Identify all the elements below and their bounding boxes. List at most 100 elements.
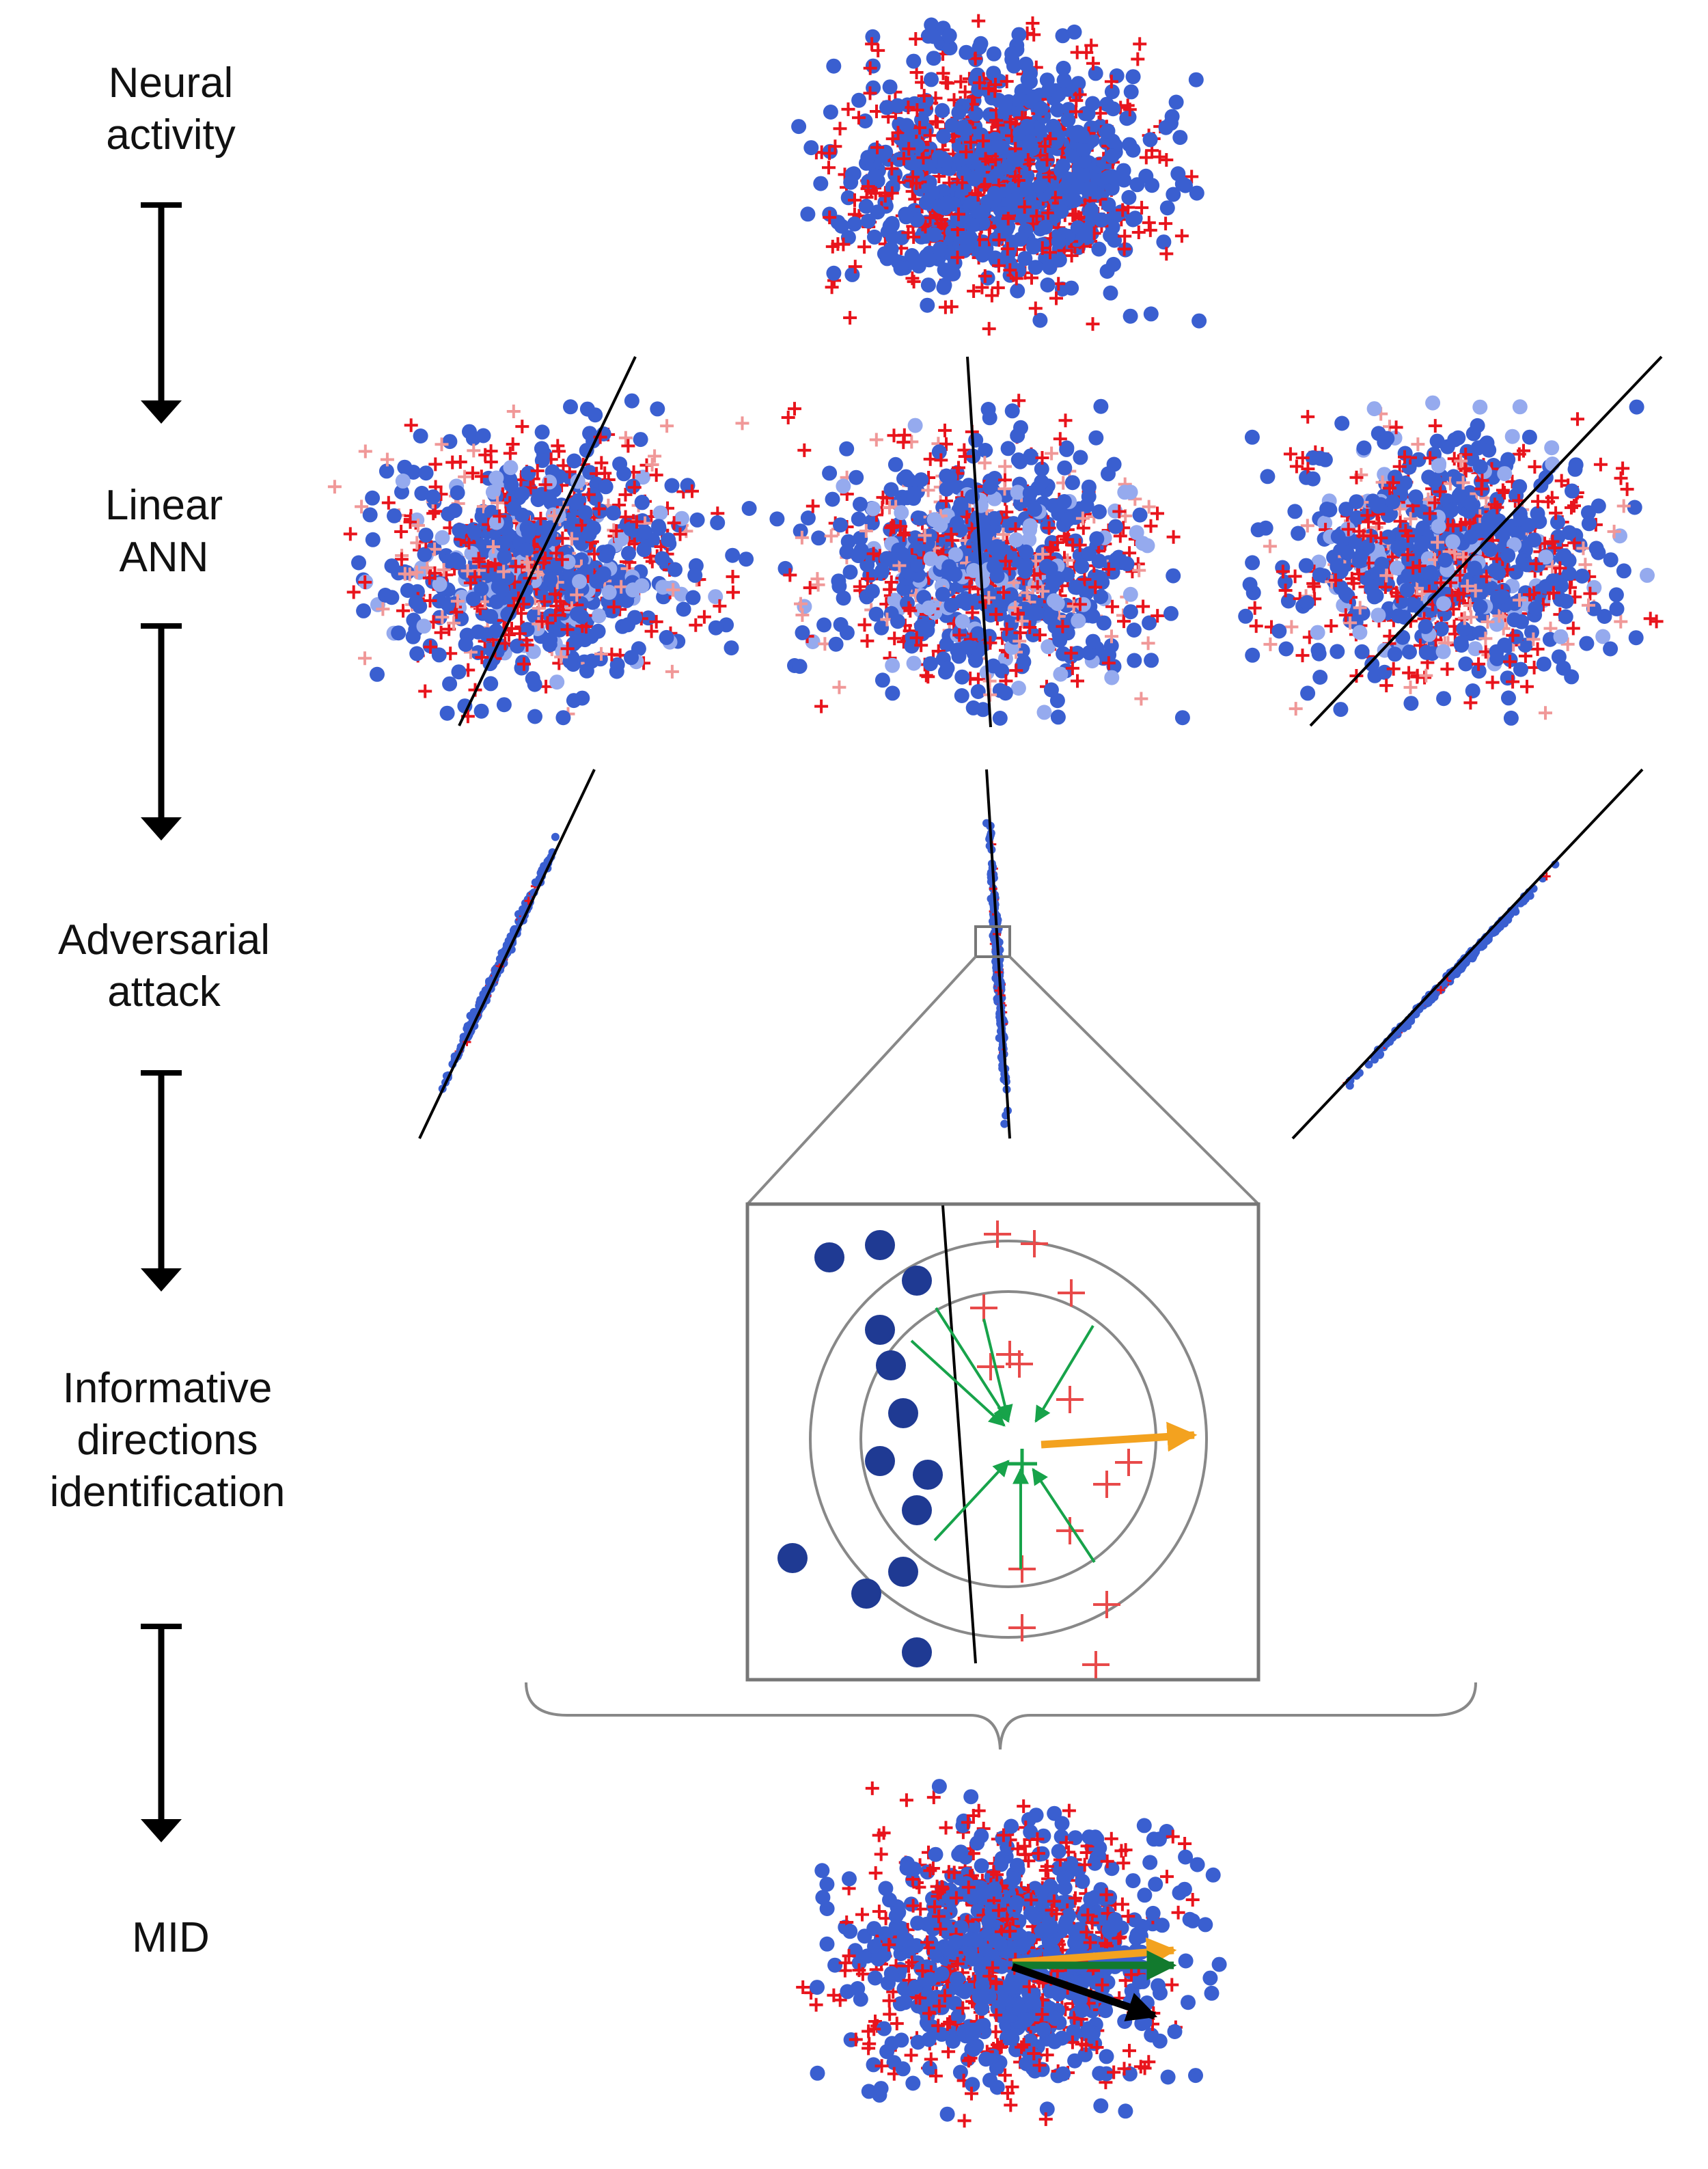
scatter-dot	[534, 424, 550, 440]
scatter-dot	[874, 672, 890, 688]
scatter-dot	[1040, 277, 1056, 292]
scatter-dot	[1245, 555, 1261, 571]
scatter-plus	[989, 152, 1003, 167]
scatter-dot	[588, 407, 603, 423]
scatter-dot	[1172, 130, 1188, 146]
scatter-dot	[542, 474, 557, 490]
scatter-dot	[1300, 685, 1316, 701]
scatter-plus	[1485, 675, 1500, 690]
scatter-dot	[1377, 434, 1392, 450]
scatter-plus	[918, 219, 933, 234]
scatter-dot	[803, 140, 819, 156]
scatter-plus	[1567, 499, 1581, 513]
scatter-dot	[593, 503, 608, 519]
scatter-dot	[1168, 94, 1184, 110]
scatter-dot	[1075, 128, 1090, 144]
scatter-dot	[1058, 179, 1074, 195]
scatter-plus	[1062, 1803, 1076, 1818]
scatter-plus	[1071, 674, 1084, 688]
scatter-dot	[822, 465, 838, 481]
scatter-plus	[885, 132, 900, 146]
scatter-dot	[495, 537, 510, 553]
scatter-dot	[1017, 251, 1033, 267]
scatter-dot	[1103, 228, 1118, 243]
scatter-dot	[1125, 212, 1141, 228]
scatter-plus	[1000, 242, 1015, 256]
scatter-dot	[1458, 656, 1474, 672]
scatter-dot	[659, 629, 674, 645]
scatter-dot	[1036, 705, 1052, 720]
scatter-dot	[496, 697, 512, 713]
scatter-dot	[1004, 46, 1020, 62]
scatter-plus	[1593, 457, 1608, 472]
scatter-dot	[991, 140, 1006, 156]
scatter-dot	[1122, 308, 1138, 324]
scatter-dot	[941, 28, 957, 44]
scatter-plus	[1614, 471, 1628, 485]
scatter-plus	[1064, 249, 1079, 263]
scatter-dot	[936, 128, 951, 144]
scatter-plus	[1616, 461, 1630, 476]
scatter-plus	[660, 419, 674, 433]
scatter-plus	[1295, 649, 1310, 663]
scatter-dot	[1041, 81, 1057, 97]
scatter-plus	[726, 585, 740, 599]
scatter-plus	[957, 2114, 972, 2128]
scatter-dot	[1081, 489, 1097, 504]
scatter-dot	[1043, 682, 1059, 698]
scatter-dot	[1066, 24, 1082, 40]
scatter-plus	[1528, 460, 1542, 474]
scatter-dot	[1447, 432, 1463, 448]
scatter-plus	[1028, 301, 1043, 316]
step-label-informative-directions: Informative directions identification	[49, 1365, 286, 1516]
scatter-dot	[1152, 2033, 1168, 2049]
scatter-plus	[1117, 242, 1131, 256]
scatter-dot	[1497, 637, 1513, 653]
scatter-dot	[1085, 633, 1101, 649]
scatter-plus	[992, 258, 1006, 273]
scatter-plus	[1614, 614, 1628, 629]
scatter-dot	[1616, 563, 1631, 579]
scatter-dot	[1045, 575, 1061, 590]
scatter-dot	[1077, 153, 1092, 169]
scatter-dot	[826, 58, 842, 74]
scatter-dot	[397, 459, 413, 475]
projected-dot	[551, 832, 560, 841]
scatter-dot	[906, 655, 922, 671]
scatter-dot	[1050, 102, 1066, 118]
scatter-dot	[1022, 485, 1038, 501]
scatter-dot	[586, 520, 601, 536]
scatter-dot	[1291, 526, 1306, 541]
scatter-dot	[1158, 120, 1174, 135]
scatter-dot	[1330, 529, 1346, 545]
scatter-plus	[404, 418, 418, 433]
scatter-dot	[1107, 519, 1123, 534]
scatter-dot	[408, 595, 424, 610]
scatter-plus	[991, 118, 1005, 133]
scatter-plus	[963, 135, 978, 150]
scatter-dot	[769, 511, 785, 527]
scatter-dot	[890, 614, 905, 629]
scatter-dot	[442, 676, 458, 692]
scatter-plus	[1289, 702, 1303, 716]
scatter-dot	[1568, 457, 1584, 473]
scatter-dot	[1554, 578, 1569, 594]
scatter-dot	[514, 486, 530, 502]
scatter-plus	[998, 459, 1012, 474]
scatter-dot	[1551, 649, 1567, 665]
scatter-dot	[849, 469, 864, 485]
scatter-dot	[1073, 450, 1088, 465]
scatter-dot	[1423, 564, 1439, 580]
scatter-dot	[584, 653, 600, 669]
scatter-dot	[933, 517, 948, 533]
scatter-plus	[1025, 16, 1040, 30]
scatter-plus	[1041, 206, 1056, 220]
scatter-dot	[831, 578, 847, 594]
scatter-dot	[577, 505, 593, 521]
scatter-dot	[898, 469, 914, 485]
scatter-dot	[1004, 403, 1020, 419]
scatter-dot	[846, 216, 862, 232]
scatter-dot	[965, 195, 980, 210]
scatter-plus	[1116, 203, 1130, 217]
scatter-dot	[844, 267, 860, 282]
